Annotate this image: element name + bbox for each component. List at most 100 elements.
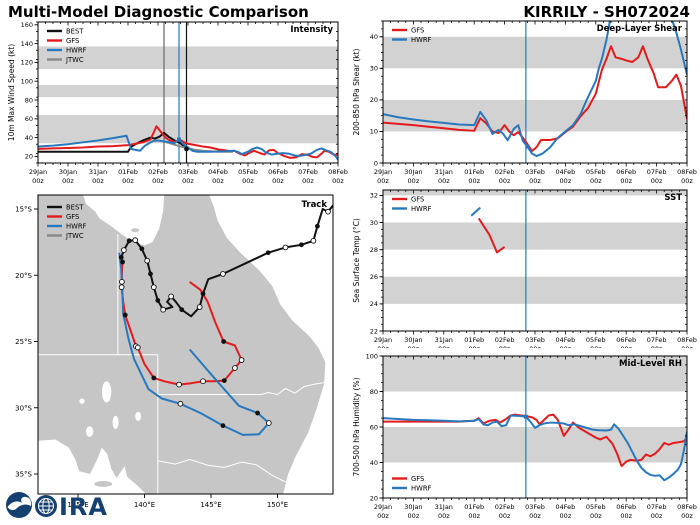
- svg-text:00z: 00z: [92, 177, 104, 185]
- svg-text:40: 40: [370, 459, 378, 467]
- track-point-fix: [120, 259, 125, 265]
- track-point: [196, 304, 203, 310]
- x-axis: 29Jan00z30Jan00z31Jan00z01Feb00z02Feb00z…: [29, 22, 348, 185]
- svg-text:JTWC: JTWC: [65, 56, 84, 64]
- svg-text:20: 20: [370, 96, 378, 104]
- map-axes: 135°E 140°E 145°E 150°E 15°S 20°S 25°S 30°S 35°S: [15, 206, 288, 510]
- svg-text:JTWC: JTWC: [65, 232, 84, 240]
- svg-text:40: 40: [25, 134, 33, 142]
- track-point: [310, 237, 317, 244]
- track-point: [135, 344, 141, 351]
- svg-text:31Jan: 31Jan: [435, 168, 453, 176]
- panel-corner-label: Intensity: [290, 25, 333, 35]
- svg-text:00z: 00z: [560, 512, 572, 520]
- svg-text:HWRF: HWRF: [411, 205, 432, 213]
- svg-text:30Jan: 30Jan: [59, 168, 77, 176]
- y-axis-label: 200-850 hPa Shear (kt): [352, 48, 361, 135]
- kangaroo-island: [94, 480, 113, 487]
- svg-text:05Feb: 05Feb: [238, 168, 258, 176]
- noaa-gull-icon: [7, 496, 32, 511]
- svg-text:04Feb: 04Feb: [208, 168, 228, 176]
- state-border: [157, 382, 325, 396]
- marker: [523, 414, 528, 419]
- svg-text:BEST: BEST: [66, 203, 84, 211]
- svg-text:140°E: 140°E: [134, 501, 155, 509]
- svg-text:HWRF: HWRF: [411, 36, 432, 44]
- shaded-bands: [383, 36, 687, 132]
- track-point-fix: [139, 246, 145, 252]
- svg-text:08Feb: 08Feb: [677, 168, 697, 176]
- svg-text:29Jan: 29Jan: [374, 503, 392, 511]
- series-HWRF: [38, 134, 338, 161]
- svg-text:00z: 00z: [377, 177, 389, 185]
- track-point-fix: [221, 378, 227, 383]
- lake: [101, 381, 112, 403]
- lake: [135, 411, 142, 421]
- svg-text:01Feb: 01Feb: [464, 503, 484, 511]
- svg-text:100: 100: [21, 78, 33, 86]
- svg-text:00z: 00z: [529, 512, 541, 520]
- y-axis-label: Sea Surface Temp (°C): [352, 218, 361, 303]
- gulf-of-carpentaria: [83, 195, 165, 246]
- svg-text:HWRF: HWRF: [66, 222, 87, 230]
- map-layers: [38, 195, 333, 494]
- lake: [85, 426, 94, 437]
- svg-text:05Feb: 05Feb: [586, 336, 606, 344]
- track-point-fix: [179, 307, 185, 313]
- svg-text:GFS: GFS: [411, 475, 424, 483]
- lake: [112, 415, 119, 429]
- svg-text:00z: 00z: [560, 177, 572, 185]
- svg-text:10: 10: [370, 128, 378, 136]
- svg-text:30°S: 30°S: [15, 404, 32, 412]
- logo-text: IRA: [59, 493, 108, 521]
- x-axis: 29Jan00z30Jan00z31Jan00z01Feb00z02Feb00z…: [374, 21, 697, 185]
- panel-corner-label: Deep-Layer Shear: [597, 24, 683, 34]
- svg-text:04Feb: 04Feb: [556, 503, 576, 511]
- svg-text:100: 100: [366, 352, 378, 360]
- svg-text:03Feb: 03Feb: [178, 168, 198, 176]
- sst-chart: 29Jan00z30Jan00z31Jan00z01Feb00z02Feb00z…: [352, 189, 697, 353]
- svg-text:HWRF: HWRF: [66, 46, 87, 54]
- svg-text:29Jan: 29Jan: [29, 168, 47, 176]
- track-point-fix: [122, 312, 128, 318]
- svg-text:01Feb: 01Feb: [464, 168, 484, 176]
- svg-text:140: 140: [21, 40, 33, 48]
- series-HWRF: [383, 414, 687, 482]
- track-point: [150, 284, 157, 291]
- storm-title: KIRRILY - SH072024: [523, 3, 690, 21]
- track-point: [119, 279, 125, 285]
- svg-text:00z: 00z: [529, 177, 541, 185]
- svg-text:07Feb: 07Feb: [647, 168, 667, 176]
- y-axis: 20 40 60 80 100 120 140 160: [21, 21, 338, 164]
- svg-text:GFS: GFS: [66, 37, 79, 45]
- track-point-fix: [151, 375, 157, 381]
- svg-text:00z: 00z: [499, 177, 511, 185]
- map-frame: [37, 194, 334, 495]
- svg-text:00z: 00z: [468, 177, 480, 185]
- svg-text:00z: 00z: [332, 177, 344, 185]
- track-point: [232, 365, 238, 371]
- svg-text:00z: 00z: [182, 177, 194, 185]
- track-point-fix: [255, 410, 260, 416]
- track-point: [220, 271, 226, 277]
- svg-text:00z: 00z: [620, 512, 632, 520]
- svg-text:00z: 00z: [302, 177, 314, 185]
- svg-text:60: 60: [370, 423, 378, 431]
- svg-text:GFS: GFS: [411, 26, 424, 34]
- track-point-fix: [220, 423, 226, 429]
- track-point: [177, 400, 184, 407]
- svg-text:00z: 00z: [590, 512, 602, 520]
- svg-text:04Feb: 04Feb: [556, 168, 576, 176]
- track-point-fix: [265, 250, 271, 256]
- svg-text:08Feb: 08Feb: [328, 168, 348, 176]
- x-axis: 29Jan00z30Jan00z31Jan00z01Feb00z02Feb00z…: [374, 356, 697, 520]
- island: [131, 228, 140, 233]
- track-point: [118, 284, 125, 291]
- svg-text:29Jan: 29Jan: [374, 336, 392, 344]
- svg-text:160: 160: [21, 21, 33, 29]
- track-point: [132, 237, 139, 243]
- svg-text:80: 80: [25, 96, 33, 104]
- svg-text:31Jan: 31Jan: [435, 503, 453, 511]
